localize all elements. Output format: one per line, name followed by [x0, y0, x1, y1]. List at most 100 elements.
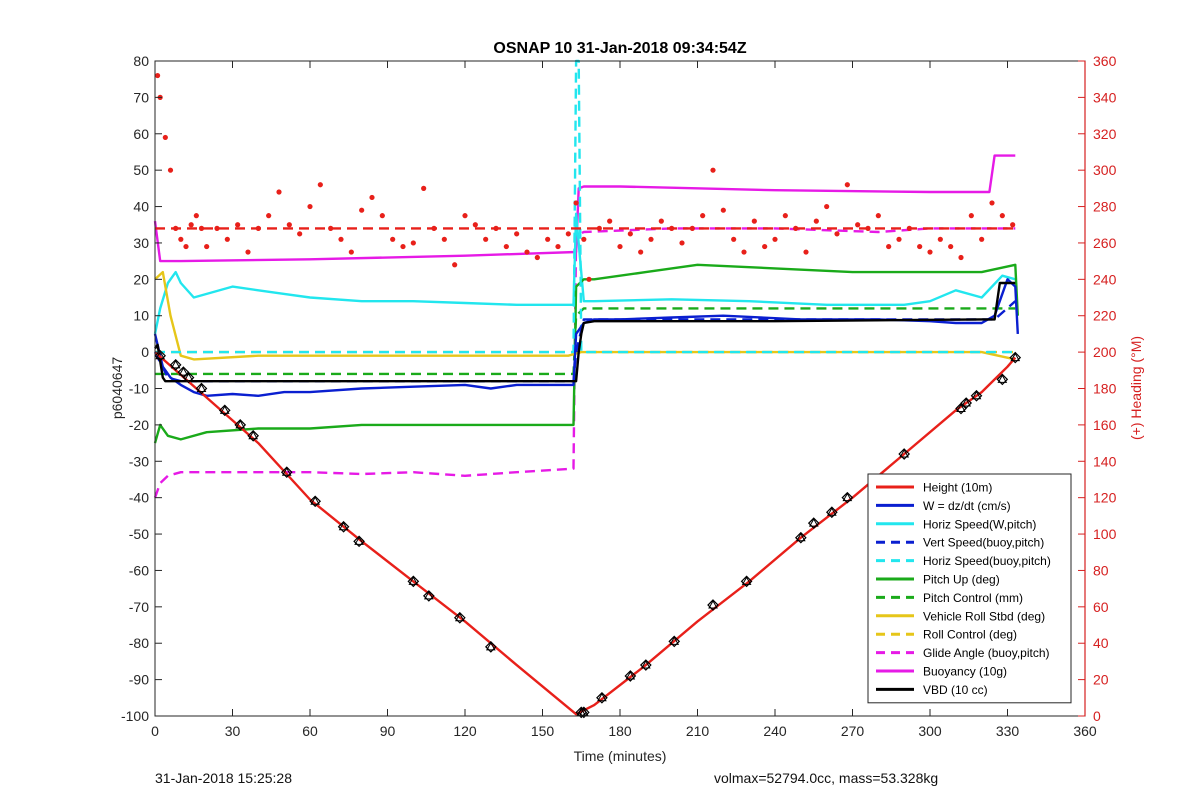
marker-diamond — [960, 397, 973, 409]
heading-point — [886, 243, 892, 250]
heading-point — [162, 134, 168, 141]
y-tick-label: -10 — [129, 381, 149, 397]
legend-label-w-dz-dt-cm-s: W = dz/dt (cm/s) — [923, 499, 1011, 513]
marker-triangle — [669, 636, 680, 645]
marker-triangle — [281, 467, 292, 476]
marker-triangle — [708, 600, 718, 609]
x-tick-label: 90 — [380, 723, 396, 739]
heading-point — [198, 225, 205, 231]
y-tick-label: -20 — [129, 417, 149, 433]
heading-point — [581, 236, 587, 242]
y-right-tick-label: 80 — [1093, 562, 1109, 578]
x-tick-label: 30 — [225, 723, 241, 739]
heading-point — [245, 249, 251, 255]
marker-triangle — [842, 492, 853, 502]
y-tick-label: -60 — [129, 562, 149, 578]
heading-point — [741, 249, 747, 255]
marker-triangle — [795, 532, 806, 542]
heading-point — [390, 236, 396, 242]
marker-triangle — [248, 430, 259, 440]
marker-triangle — [196, 383, 207, 392]
heading-point — [999, 213, 1005, 219]
y-tick-label: -70 — [129, 599, 149, 615]
heading-point — [348, 249, 354, 255]
series-vert-speed-buoy-pitch — [153, 300, 1017, 383]
x-tick-label: 300 — [918, 723, 942, 739]
heading-point — [762, 243, 768, 250]
marker-diamond — [407, 575, 420, 588]
heading-point — [751, 218, 757, 224]
marker-triangle — [354, 536, 364, 545]
x-tick-label: 180 — [608, 723, 632, 739]
heading-point — [276, 189, 282, 195]
marker-diamond — [740, 575, 753, 588]
y-tick-label: 30 — [133, 235, 149, 251]
x-tick-label: 360 — [1073, 723, 1097, 739]
heading-point — [555, 243, 561, 250]
y-right-tick-label: 260 — [1093, 235, 1117, 251]
heading-point — [193, 213, 199, 219]
heading-point — [627, 231, 633, 237]
heading-point — [824, 203, 830, 210]
heading-point — [917, 243, 923, 250]
marker-diamond — [596, 691, 608, 704]
heading-point — [648, 236, 654, 242]
heading-point — [834, 231, 840, 237]
heading-point — [493, 225, 499, 231]
y-tick-label: 0 — [141, 344, 149, 360]
heading-point — [793, 225, 799, 231]
y-tick-label: 70 — [133, 89, 149, 105]
marker-triangle — [640, 660, 651, 669]
legend-label-horiz-speed-w-pitch: Horiz Speed(W,pitch) — [923, 517, 1036, 531]
marker-diamond — [218, 404, 231, 417]
y-right-tick-label: 360 — [1093, 53, 1117, 69]
y-tick-label: -90 — [129, 672, 149, 688]
series-w-dz-dt-cm-s — [153, 278, 1019, 397]
heading-point — [638, 249, 644, 255]
marker-triangle — [235, 419, 246, 429]
marker-triangle — [997, 374, 1008, 383]
y-tick-label: 40 — [133, 199, 149, 215]
y-right-tick-label: 40 — [1093, 635, 1109, 651]
series-glide-angle-buoy-pitch — [153, 227, 1016, 499]
y-tick-label: -50 — [129, 526, 149, 542]
marker-triangle — [741, 576, 752, 585]
y-axis-label: p6040647 — [109, 357, 125, 420]
y-right-tick-label: 340 — [1093, 89, 1117, 105]
heading-point — [317, 182, 323, 188]
y-tick-label: -80 — [129, 635, 149, 651]
marker-diamond — [575, 706, 588, 719]
y-tick-label: -30 — [129, 453, 149, 469]
marker-diamond — [996, 373, 1009, 386]
heading-point — [1010, 222, 1016, 228]
y-right-tick-label: 200 — [1093, 344, 1117, 360]
heading-point — [421, 185, 427, 191]
marker-diamond — [337, 520, 350, 533]
series-vbd-10-cc — [154, 281, 1016, 383]
marker-diamond — [247, 429, 260, 442]
marker-diamond — [154, 349, 167, 362]
marker-triangle — [408, 576, 419, 585]
heading-point — [441, 236, 447, 242]
x-axis: 0 30 60 90 120 150 180 210 240 270 300 330 360 — [151, 61, 1097, 739]
marker-triangle — [338, 521, 349, 531]
heading-point — [204, 243, 210, 250]
heading-point — [328, 225, 334, 231]
marker-triangle — [899, 448, 910, 458]
heading-point — [844, 182, 850, 188]
marker-triangle — [219, 405, 230, 414]
heading-point — [235, 222, 241, 228]
marker-diamond — [453, 611, 466, 624]
legend-label-pitch-up-deg: Pitch Up (deg) — [923, 573, 1000, 587]
heading-point — [896, 236, 902, 242]
heading-point — [937, 236, 943, 242]
heading-point — [689, 225, 695, 231]
heading-point — [483, 236, 489, 242]
y-right-tick-label: 300 — [1093, 162, 1117, 178]
marker-triangle — [597, 692, 607, 702]
heading-point — [731, 236, 737, 242]
marker-triangle — [961, 398, 972, 407]
heading-point — [173, 225, 179, 231]
x-tick-label: 60 — [302, 723, 318, 739]
